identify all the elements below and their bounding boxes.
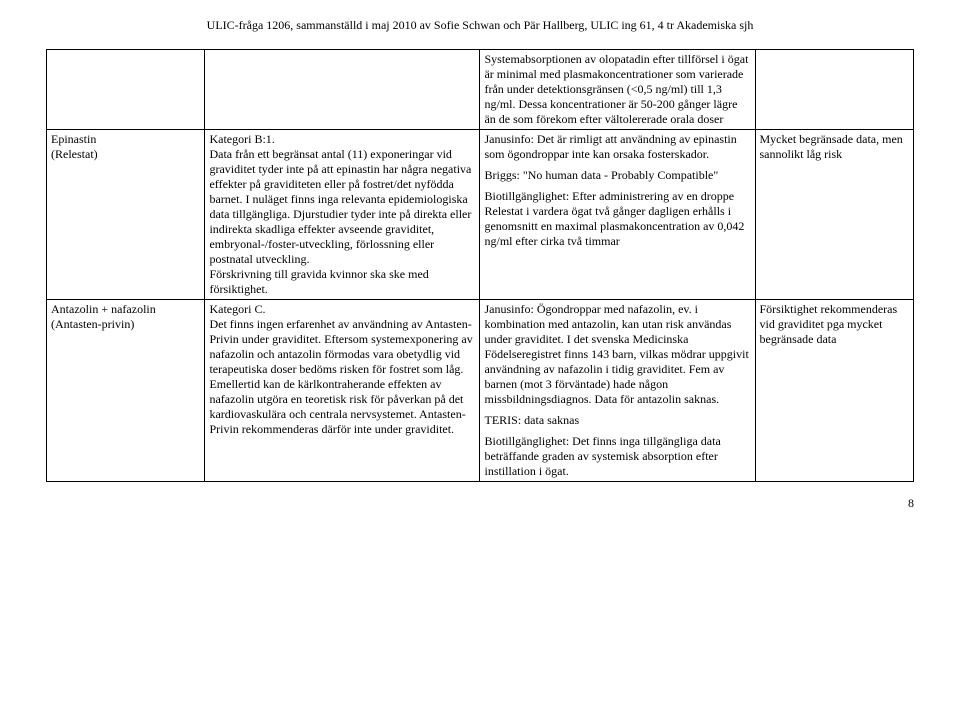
cell-info: Janusinfo: Ögondroppar med nafazolin, ev…	[480, 300, 755, 482]
cell-text: Mycket begränsade data, men sannolikt lå…	[760, 132, 903, 161]
cell-info: Janusinfo: Det är rimligt att användning…	[480, 130, 755, 300]
document-header: ULIC-fråga 1206, sammanställd i maj 2010…	[46, 18, 914, 33]
table-row: Systemabsorptionen av olopatadin efter t…	[47, 50, 914, 130]
cell-info: Systemabsorptionen av olopatadin efter t…	[480, 50, 755, 130]
page-number: 8	[0, 496, 960, 511]
cell-text: Epinastin(Relestat)	[51, 132, 200, 162]
cell-substance: Antazolin + nafazolin(Antasten-privin)	[47, 300, 205, 482]
cell-text: Janusinfo: Det är rimligt att användning…	[484, 132, 750, 249]
cell-substance: Epinastin(Relestat)	[47, 130, 205, 300]
table-row: Epinastin(Relestat) Kategori B:1.Data fr…	[47, 130, 914, 300]
cell-category	[205, 50, 480, 130]
cell-text: Systemabsorptionen av olopatadin efter t…	[484, 52, 748, 126]
cell-category: Kategori C.Det finns ingen erfarenhet av…	[205, 300, 480, 482]
table-row: Antazolin + nafazolin(Antasten-privin) K…	[47, 300, 914, 482]
cell-text: Janusinfo: Ögondroppar med nafazolin, ev…	[484, 302, 750, 479]
cell-text: Kategori B:1.Data från ett begränsat ant…	[209, 132, 475, 297]
cell-summary: Mycket begränsade data, men sannolikt lå…	[755, 130, 914, 300]
cell-summary: Försiktighet rekommenderas vid gravidite…	[755, 300, 914, 482]
cell-substance	[47, 50, 205, 130]
content-table: Systemabsorptionen av olopatadin efter t…	[46, 49, 914, 482]
cell-text: Antazolin + nafazolin(Antasten-privin)	[51, 302, 200, 332]
cell-text: Försiktighet rekommenderas vid gravidite…	[760, 302, 898, 346]
cell-text: Kategori C.Det finns ingen erfarenhet av…	[209, 302, 475, 437]
cell-summary	[755, 50, 914, 130]
page: ULIC-fråga 1206, sammanställd i maj 2010…	[0, 0, 960, 482]
cell-category: Kategori B:1.Data från ett begränsat ant…	[205, 130, 480, 300]
